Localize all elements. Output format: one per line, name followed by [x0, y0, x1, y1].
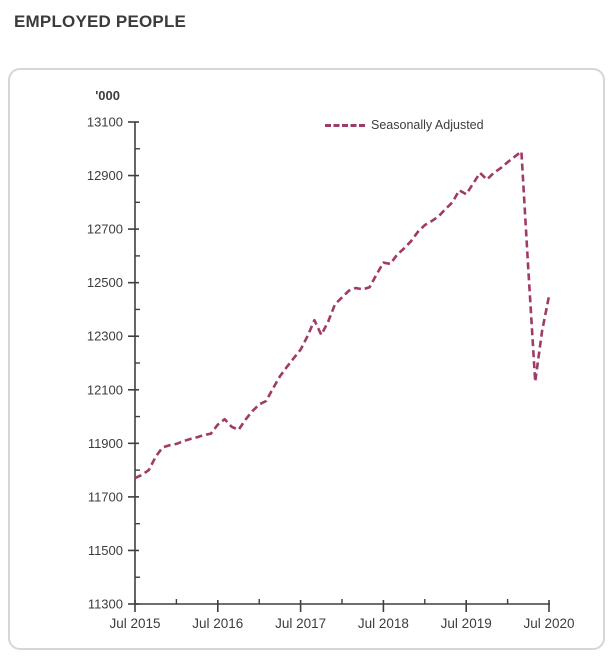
y-tick-label: 12700 — [87, 222, 123, 237]
legend-dash-icon — [325, 123, 365, 127]
employment-line-chart: 11300 11500 11700 11900 12100 12300 12500 12700… — [87, 115, 575, 632]
y-tick-label: 11700 — [88, 489, 123, 504]
x-tick-label: Jul 2015 — [109, 616, 160, 631]
y-tick-label: 12100 — [87, 382, 123, 397]
series-line-seasonally-adjusted — [134, 150, 551, 480]
y-tick-label: 12300 — [87, 329, 123, 344]
y-axis: 11300 11500 11700 11900 12100 12300 12500 12700… — [87, 115, 140, 612]
x-tick-label: Jul 2016 — [192, 616, 243, 631]
page-title: EMPLOYED PEOPLE — [14, 12, 187, 31]
y-tick-label: 11300 — [88, 597, 123, 612]
x-tick-label: Jul 2017 — [275, 616, 326, 631]
y-tick-label: 12900 — [87, 168, 123, 183]
y-axis-unit-label: '000 — [95, 88, 120, 103]
x-tick-label: Jul 2018 — [358, 616, 409, 631]
legend-series-label: Seasonally Adjusted — [371, 118, 484, 132]
chart-legend: Seasonally Adjusted — [325, 118, 484, 132]
employment-chart-card: '000 Seasonally Adjusted 11300 11500 11700… — [8, 68, 605, 650]
x-tick-label: Jul 2020 — [523, 616, 574, 631]
y-tick-label: 11900 — [88, 436, 123, 451]
y-tick-label: 13100 — [87, 115, 123, 130]
x-tick-label: Jul 2019 — [441, 616, 492, 631]
x-axis: Jul 2015 Jul 2016 Jul 2017 Jul 2018 Jul 2019… — [109, 599, 575, 631]
y-tick-label: 11500 — [88, 543, 123, 558]
y-tick-label: 12500 — [87, 275, 123, 290]
